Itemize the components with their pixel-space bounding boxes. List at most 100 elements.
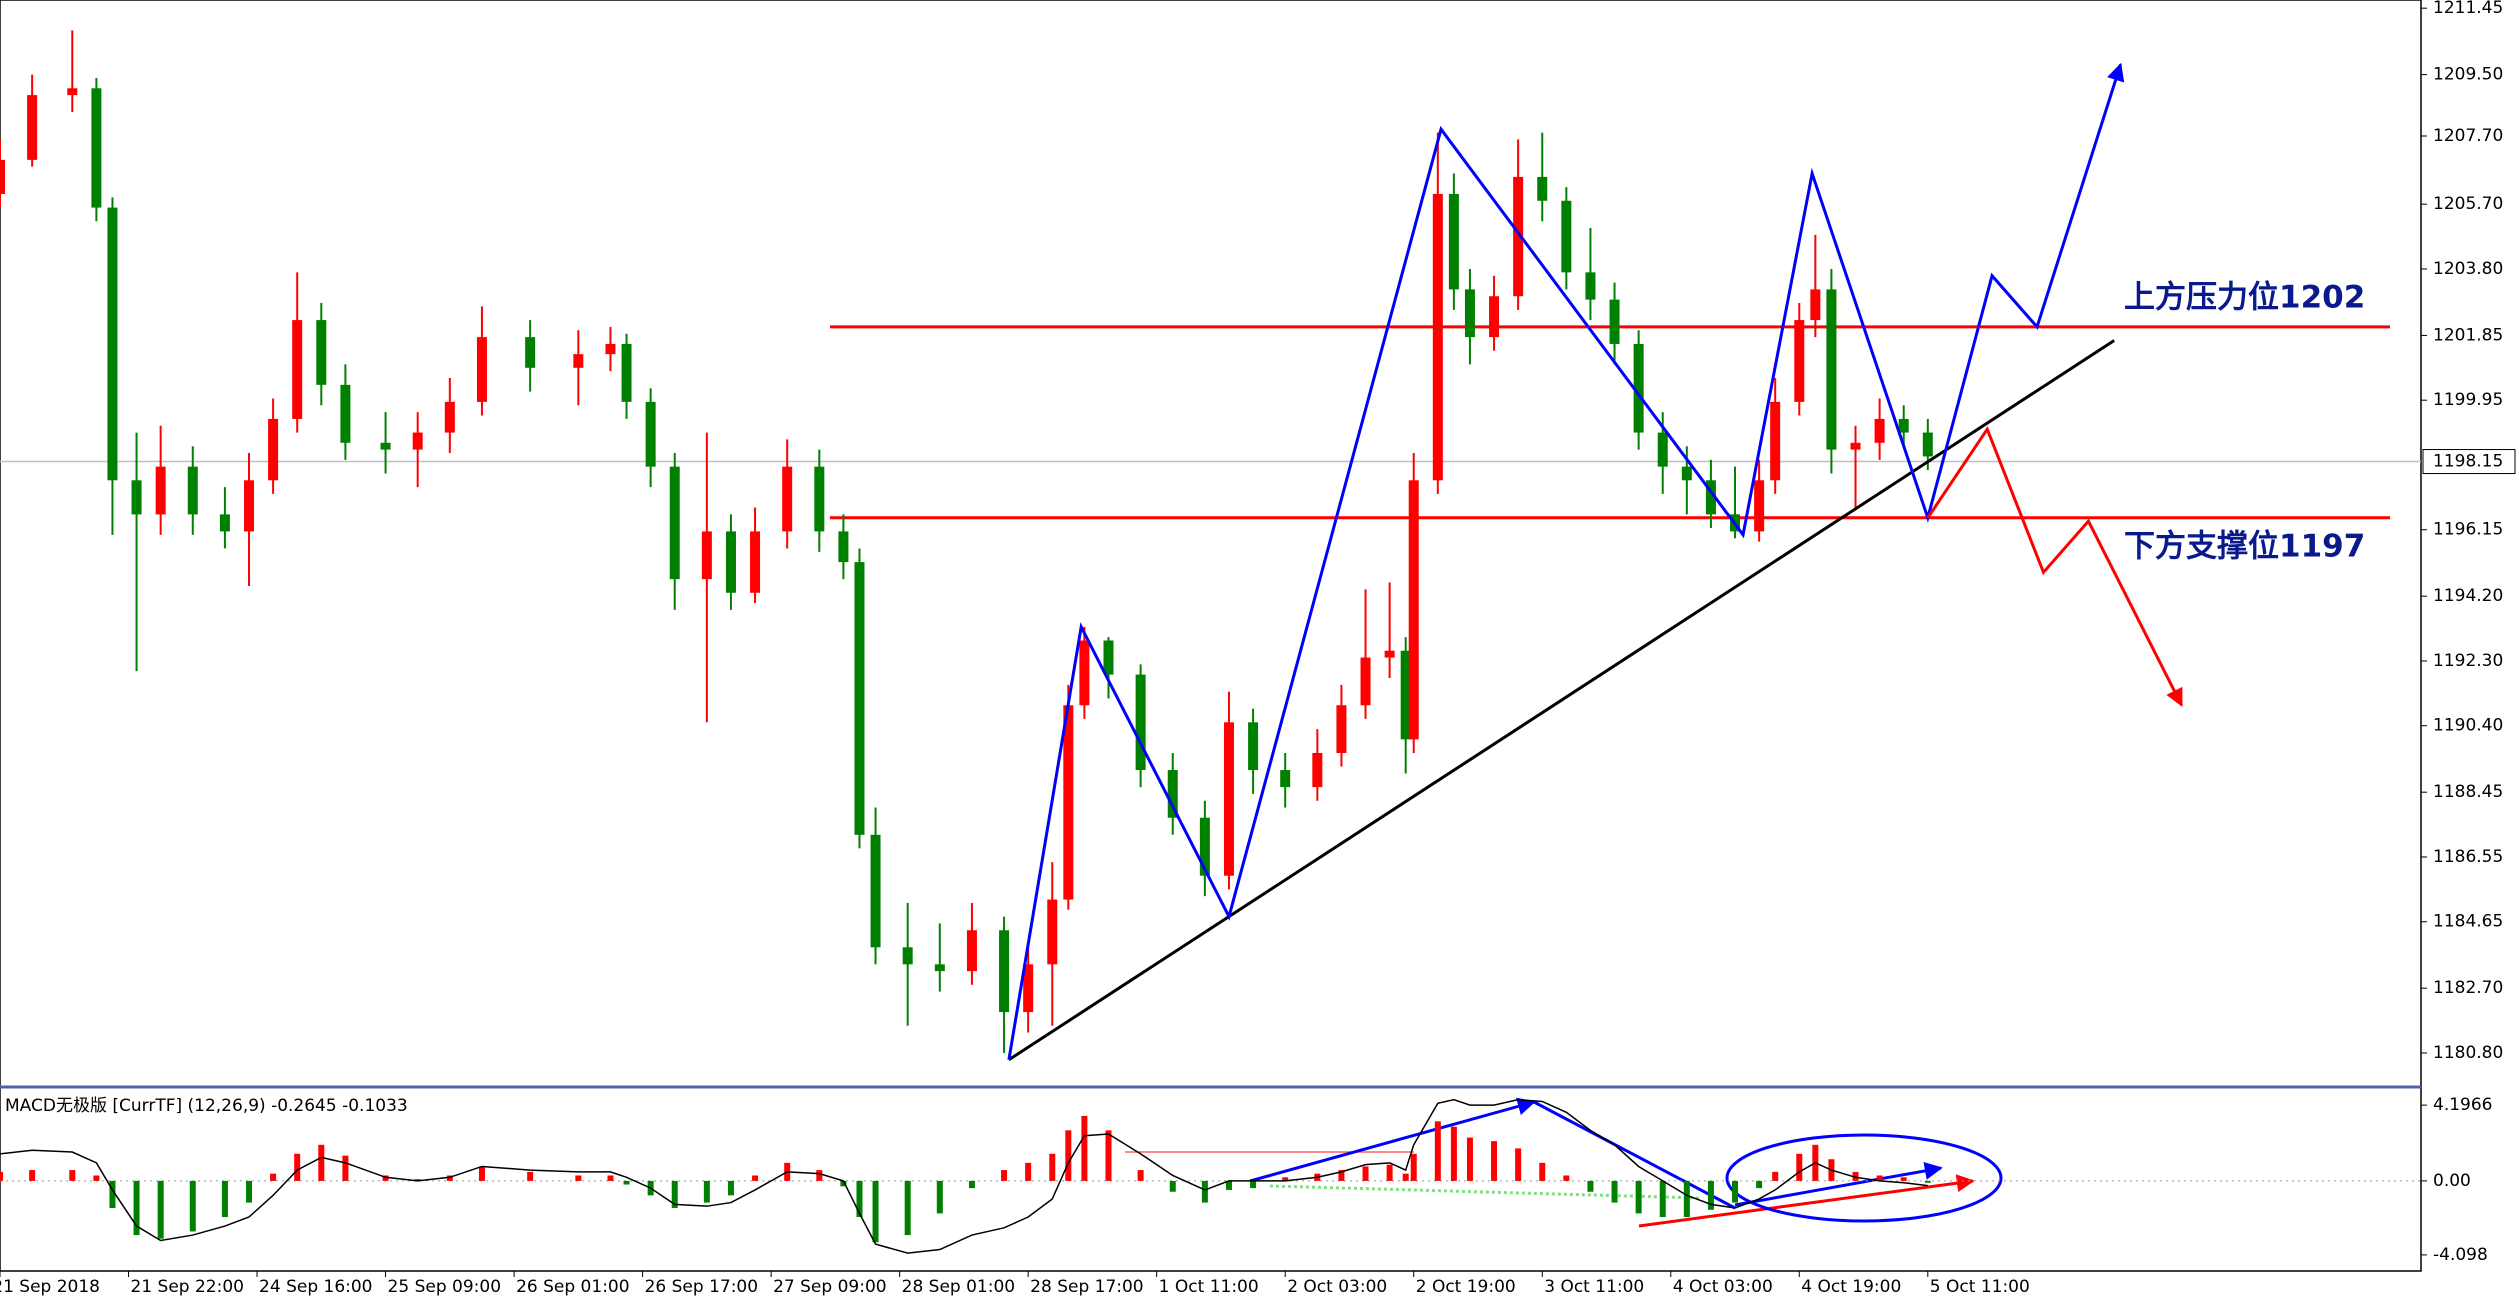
- macd-bar: [414, 1179, 421, 1181]
- macd-bar: [1900, 1177, 1907, 1181]
- y-tick-label: 1192.30: [2433, 651, 2503, 671]
- x-tick-label: 26 Sep 01:00: [516, 1277, 629, 1297]
- macd-bar: [1563, 1175, 1570, 1181]
- macd-bar: [1611, 1180, 1618, 1203]
- candle-body: [1794, 320, 1805, 402]
- candle-body: [1850, 442, 1861, 450]
- x-tick-label: 4 Oct 19:00: [1801, 1277, 1901, 1297]
- candle-body: [1400, 650, 1411, 740]
- candle-body: [244, 480, 255, 532]
- macd-bar: [109, 1180, 116, 1208]
- y-tick-label: 1196.15: [2433, 520, 2503, 540]
- macd-bar: [1282, 1177, 1289, 1181]
- macd-y-tick-label: 0.00: [2433, 1171, 2471, 1191]
- macd-bar: [1450, 1126, 1457, 1181]
- x-tick-label: 3 Oct 11:00: [1544, 1277, 1644, 1297]
- candle-body: [1681, 466, 1692, 481]
- candle-body: [701, 531, 712, 580]
- candle-body: [669, 466, 680, 580]
- candle-body: [1280, 770, 1291, 788]
- macd-bar: [752, 1175, 759, 1181]
- macd-bar: [318, 1144, 325, 1181]
- candle-body: [1448, 193, 1459, 290]
- candle-body: [782, 466, 793, 532]
- macd-bar: [1659, 1180, 1666, 1218]
- candle-body: [1609, 299, 1620, 344]
- y-tick-label: 1188.45: [2433, 782, 2503, 802]
- macd-bar: [29, 1170, 36, 1181]
- macd-bar: [968, 1180, 975, 1189]
- candle-body: [1754, 480, 1765, 532]
- macd-bar: [1169, 1180, 1176, 1192]
- candle-body: [966, 930, 977, 972]
- macd-bar: [1635, 1180, 1642, 1214]
- candle-body: [1248, 722, 1259, 771]
- macd-annotations: [1125, 1097, 2003, 1228]
- macd-bar: [1338, 1170, 1345, 1181]
- candle-body: [1561, 200, 1572, 273]
- candle-body: [476, 337, 487, 402]
- candle-body: [67, 88, 78, 96]
- y-tick-label: 1203.80: [2433, 259, 2503, 279]
- macd-bar: [1105, 1130, 1112, 1181]
- macd-bar: [1049, 1153, 1056, 1181]
- candle-body: [814, 466, 825, 532]
- macd-y-tick-label: 4.1966: [2433, 1095, 2492, 1115]
- macd-bar: [1402, 1173, 1409, 1181]
- candle-body: [380, 442, 391, 450]
- x-tick-label: 28 Sep 01:00: [902, 1277, 1015, 1297]
- candle-body: [934, 964, 945, 972]
- macd-line: [0, 1098, 1928, 1254]
- candle-body: [1360, 657, 1371, 706]
- macd-bar: [270, 1173, 277, 1181]
- macd-bar: [1772, 1171, 1779, 1181]
- x-tick-label: 21 Sep 22:00: [131, 1277, 244, 1297]
- macd-bar: [1683, 1180, 1690, 1218]
- indicator-title: MACD无极版 [CurrTF] (12,26,9) -0.2645 -0.10…: [5, 1096, 408, 1116]
- candle-body: [107, 207, 118, 481]
- macd-bar: [904, 1180, 911, 1236]
- candle-body: [1826, 289, 1837, 450]
- macd-bar: [816, 1170, 823, 1181]
- x-tick-label: 27 Sep 09:00: [773, 1277, 886, 1297]
- macd-bar: [1225, 1180, 1232, 1190]
- macd-bar: [133, 1180, 140, 1236]
- macd-bar: [703, 1180, 710, 1203]
- current-price-label: 1198.15: [2433, 452, 2503, 472]
- candle-body: [1432, 193, 1443, 481]
- y-tick-label: 1199.95: [2433, 390, 2503, 410]
- macd-bar: [1250, 1180, 1257, 1189]
- y-tick-label: 1190.40: [2433, 716, 2503, 736]
- x-tick-label: 28 Sep 17:00: [1030, 1277, 1143, 1297]
- candle-body: [268, 418, 279, 481]
- candle-body: [1537, 176, 1548, 201]
- y-tick-label: 1207.70: [2433, 126, 2503, 146]
- candle-body: [1464, 289, 1475, 338]
- y-tick-label: 1201.85: [2433, 325, 2503, 345]
- y-tick-label: 1182.70: [2433, 978, 2503, 998]
- candle-body: [1167, 770, 1178, 818]
- x-tick-label: 2 Oct 03:00: [1287, 1277, 1387, 1297]
- candle-body: [870, 834, 881, 948]
- macd-bar: [1065, 1130, 1072, 1181]
- candle-body: [854, 562, 865, 835]
- y-tick-label: 1209.50: [2433, 65, 2503, 85]
- macd-bar: [1434, 1121, 1441, 1181]
- candle-body: [0, 159, 5, 194]
- candle-body: [1063, 705, 1074, 900]
- macd-bar: [221, 1180, 228, 1218]
- macd-bar: [1539, 1162, 1546, 1181]
- macd-bar: [1796, 1153, 1803, 1181]
- candle-body: [1585, 272, 1596, 300]
- macd-bar: [478, 1166, 485, 1181]
- macd-bar: [246, 1180, 253, 1203]
- x-tick-label: 25 Sep 09:00: [388, 1277, 501, 1297]
- candle-body: [1079, 640, 1090, 706]
- candle-body: [573, 354, 584, 368]
- macd-bar: [1515, 1148, 1522, 1181]
- macd-bar: [607, 1175, 614, 1181]
- candle-body: [838, 531, 849, 563]
- x-tick-label: 21 Sep 2018: [0, 1277, 100, 1297]
- candle-body: [902, 947, 913, 965]
- candle-body: [340, 384, 351, 443]
